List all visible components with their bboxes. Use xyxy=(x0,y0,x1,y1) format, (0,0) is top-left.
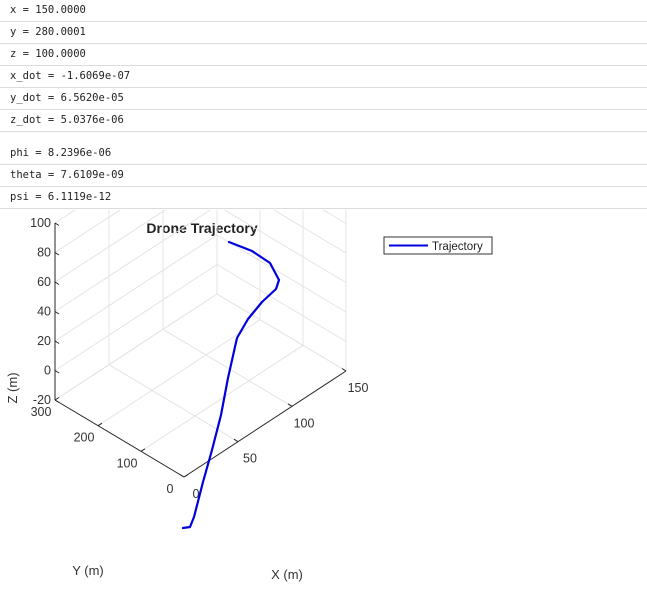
z-tick xyxy=(54,370,60,374)
z-tick-label: 60 xyxy=(37,275,51,289)
x-tick xyxy=(179,474,185,478)
x-axis-line xyxy=(183,370,347,478)
z-tick-label: 80 xyxy=(37,246,51,260)
z-tick-label: 0 xyxy=(44,364,51,378)
x-tick-label: 150 xyxy=(348,381,369,395)
y-tick xyxy=(140,448,146,452)
grid-line xyxy=(140,344,304,452)
grid-line xyxy=(54,293,218,401)
z-tick-label: 20 xyxy=(37,334,51,348)
z-tick-label: 40 xyxy=(37,305,51,319)
output-line: y = 280.0001 xyxy=(0,22,647,44)
x-tick-label: 100 xyxy=(294,416,315,430)
output-line: theta = 7.6109e-09 xyxy=(0,165,647,187)
y-tick-label: 300 xyxy=(31,405,52,419)
z-tick xyxy=(54,399,60,403)
grid-line xyxy=(162,328,293,407)
y-tick-label: 100 xyxy=(117,456,138,470)
z-tick xyxy=(54,311,60,315)
trajectory-line xyxy=(181,240,281,530)
axes-grid xyxy=(54,210,347,478)
x-tick xyxy=(341,368,347,372)
grid-line xyxy=(54,210,121,253)
output-line: x = 150.0000 xyxy=(0,0,647,22)
grid-line xyxy=(216,293,347,372)
grid-line xyxy=(54,210,212,312)
z-tick xyxy=(54,222,60,226)
y-axis-line xyxy=(54,399,185,478)
z-tick xyxy=(54,340,60,344)
output-line: y_dot = 6.5620e-05 xyxy=(0,88,647,110)
y-tick xyxy=(54,397,60,401)
x-axis-label: X (m) xyxy=(271,567,303,582)
z-axis-label: Z (m) xyxy=(5,372,20,403)
command-output: x = 150.0000 y = 280.0001 z = 100.0000 x_do… xyxy=(0,0,647,209)
y-axis-label: Y (m) xyxy=(72,563,104,578)
legend[interactable]: Trajectory xyxy=(383,236,493,255)
output-line: psi = 6.1119e-12 xyxy=(0,187,647,209)
grid-line xyxy=(54,264,218,371)
z-tick xyxy=(54,281,60,285)
x-tick-label: 0 xyxy=(193,487,200,501)
grid-line xyxy=(216,234,347,313)
grid-line xyxy=(322,210,347,224)
z-tick-label: -20 xyxy=(33,393,51,407)
grid-line xyxy=(272,210,347,254)
plot-title: Drone Trajectory xyxy=(146,220,257,236)
x-tick xyxy=(287,403,293,407)
grid-line xyxy=(54,234,218,342)
grid-line xyxy=(223,210,347,283)
output-line: z_dot = 5.0376e-06 xyxy=(0,110,647,132)
output-line: z = 100.0000 xyxy=(0,44,647,66)
legend-box xyxy=(383,236,493,255)
y-tick-label: 200 xyxy=(74,431,95,445)
grid-line xyxy=(54,210,166,283)
x-tick xyxy=(233,438,239,443)
axes-ticks: 0 50 100 150 0 100 200 300-20 0 20 40 60 80 100 xyxy=(30,216,368,501)
x-tick-label: 50 xyxy=(243,452,257,466)
series-layer xyxy=(181,240,281,530)
grid-line xyxy=(97,319,261,427)
y-tick xyxy=(183,474,189,478)
y-tick xyxy=(97,422,103,427)
legend-label-trajectory: Trajectory xyxy=(432,241,483,253)
z-tick-label: 100 xyxy=(30,216,51,230)
output-line: phi = 8.2396e-06 xyxy=(0,143,647,165)
y-tick-label: 0 xyxy=(167,482,174,496)
output-line: x_dot = -1.6069e-07 xyxy=(0,66,647,88)
grid-line xyxy=(216,264,347,342)
z-tick xyxy=(54,252,60,256)
trajectory-figure: Drone Trajectory 0501001500100200300-200… xyxy=(5,210,493,582)
